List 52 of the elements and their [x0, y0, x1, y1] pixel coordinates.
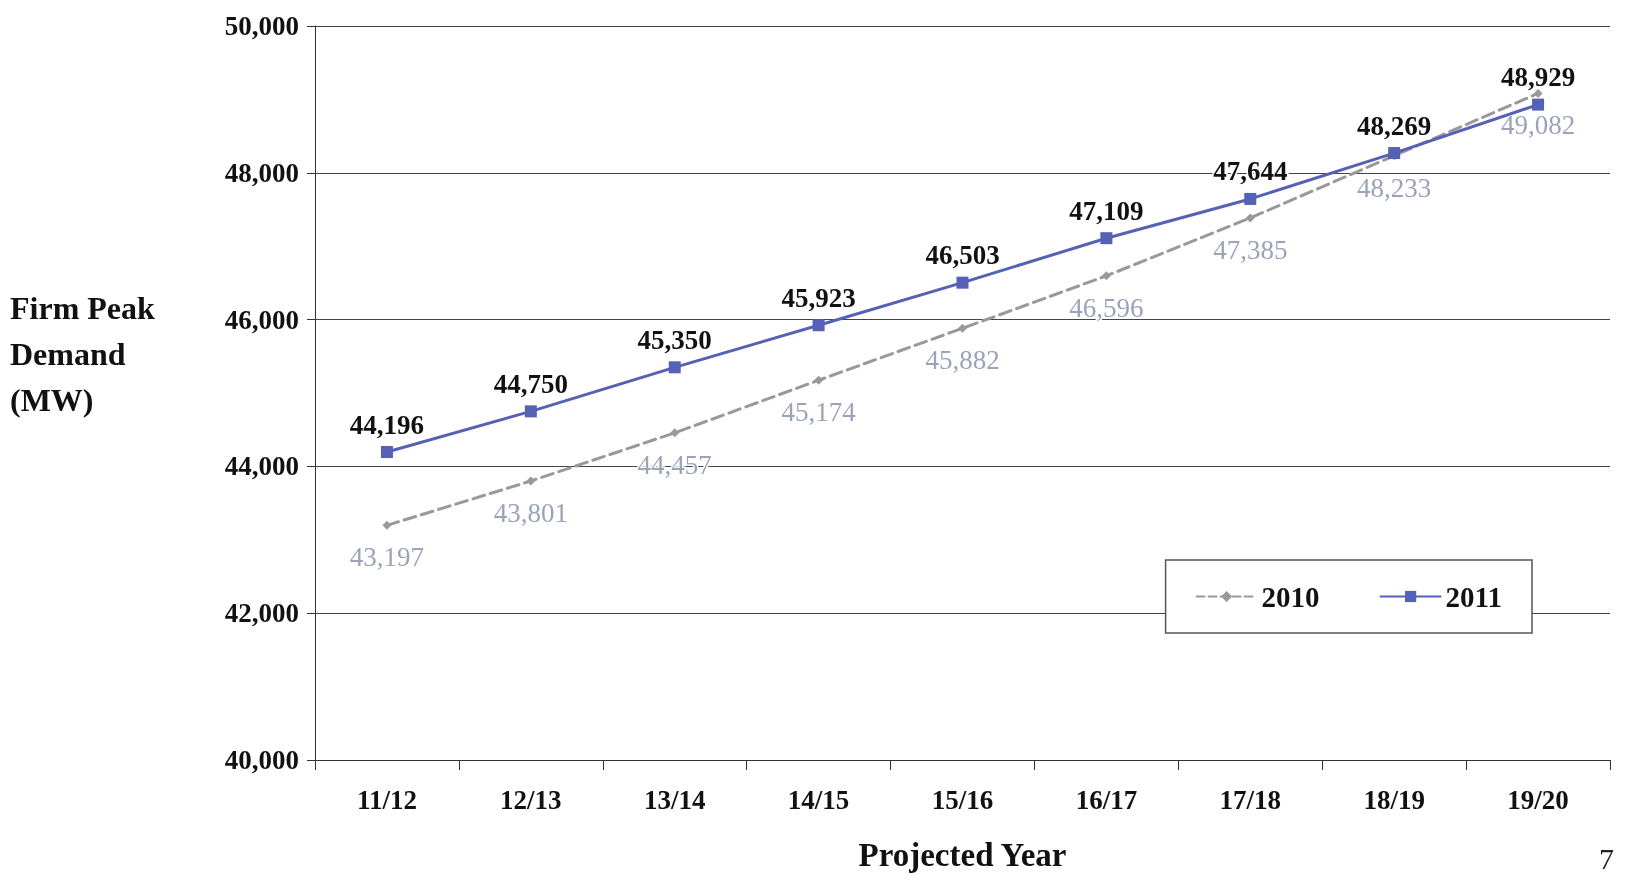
point [1244, 192, 1257, 205]
data-label: 47,385 [1213, 234, 1288, 265]
data-label: 45,350 [637, 324, 712, 355]
x-tick-label: 19/20 [1507, 784, 1569, 815]
point [812, 319, 825, 332]
point [380, 446, 393, 459]
point [1245, 213, 1255, 223]
point [1532, 98, 1545, 111]
point [1100, 232, 1113, 245]
text: 7 [1599, 841, 1614, 875]
y-tick-label: 46,000 [224, 304, 299, 335]
point [668, 361, 681, 374]
x-tick-label: 18/19 [1363, 784, 1425, 815]
x-tick-label: 14/15 [787, 784, 850, 815]
y-tick-label: 50,000 [224, 11, 299, 41]
point [956, 276, 969, 289]
data-label: 46,596 [1069, 292, 1144, 323]
data-label: 46,503 [925, 240, 1000, 271]
point [382, 520, 392, 530]
x-tick-label: 15/16 [931, 784, 994, 815]
legend-label: 2010 [1261, 580, 1320, 613]
data-label: 45,174 [781, 397, 857, 428]
x-tick-label: 12/13 [500, 784, 562, 815]
x-tick-label: 11/12 [356, 784, 417, 815]
data-label: 43,801 [493, 498, 568, 529]
data-label: 45,882 [925, 345, 1000, 376]
data-label: 45,923 [781, 282, 856, 313]
legend-label: 2011 [1445, 580, 1503, 613]
data-label: 49,082 [1500, 110, 1576, 141]
x-axis-title: Projected Year [858, 836, 1067, 873]
y-tick-label: 40,000 [224, 745, 299, 775]
data-label: 47,109 [1069, 195, 1144, 226]
point [1101, 271, 1111, 281]
y-tick-label: 44,000 [224, 451, 299, 482]
point [524, 405, 537, 418]
point [814, 375, 824, 385]
data-label: 43,197 [349, 542, 425, 573]
data-label: 44,196 [349, 409, 425, 440]
x-tick-label: 17/18 [1219, 784, 1282, 815]
data-label: 48,929 [1500, 62, 1576, 93]
data-label: 48,269 [1357, 110, 1432, 141]
data-label: 48,233 [1357, 172, 1432, 203]
point [670, 428, 680, 438]
x-tick-label: 16/17 [1075, 784, 1138, 815]
data-label: 44,750 [493, 368, 568, 399]
point [1388, 147, 1401, 160]
point [958, 323, 967, 333]
point [526, 476, 536, 486]
y-tick-label: 42,000 [224, 598, 299, 629]
x-tick-label: 13/14 [643, 784, 706, 815]
y-tick-label: 48,000 [224, 157, 299, 188]
y-axis-title: Firm Peak Demand (MW) [10, 290, 163, 418]
